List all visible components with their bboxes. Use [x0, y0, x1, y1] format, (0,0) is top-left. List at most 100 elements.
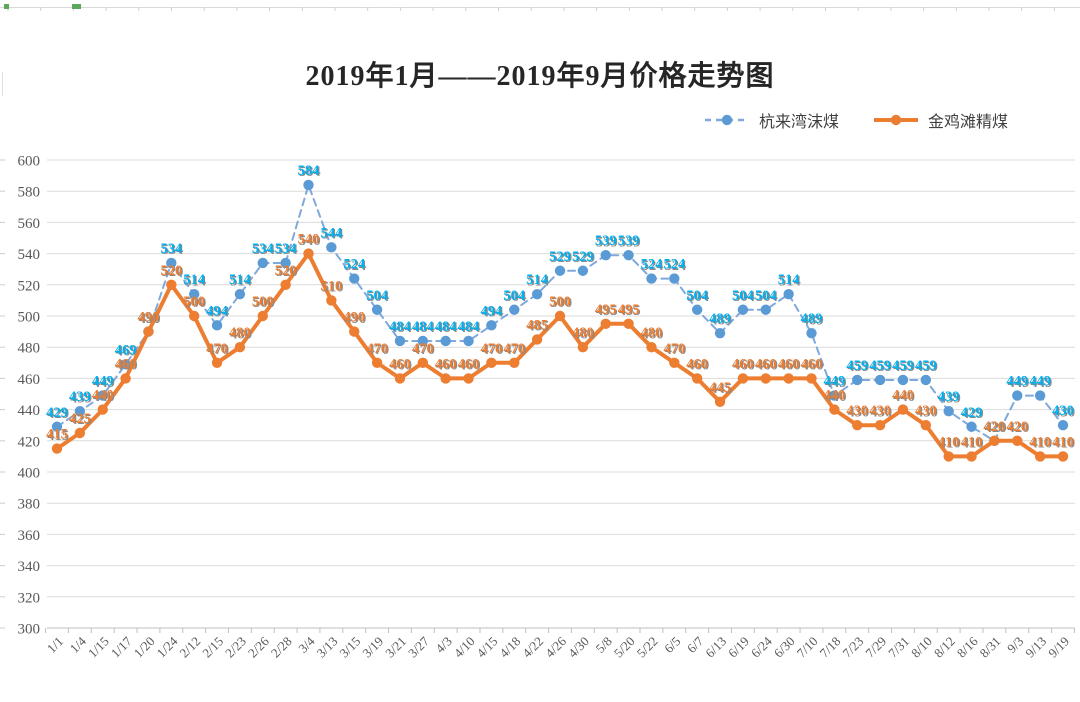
legend-item-hanglaiwan[interactable]: 杭来湾沫煤: [704, 108, 839, 132]
svg-text:470: 470: [663, 341, 685, 357]
svg-text:429: 429: [46, 405, 68, 421]
svg-text:470: 470: [412, 341, 434, 357]
svg-text:410: 410: [939, 436, 961, 452]
svg-text:529: 529: [572, 249, 594, 265]
svg-text:420: 420: [1006, 419, 1028, 435]
svg-text:1/24: 1/24: [153, 633, 180, 660]
svg-text:514: 514: [185, 273, 207, 289]
svg-text:540: 540: [298, 232, 320, 248]
svg-text:8/10: 8/10: [908, 634, 935, 661]
svg-text:420: 420: [18, 434, 41, 450]
svg-text:440: 440: [823, 388, 845, 404]
svg-text:490: 490: [345, 311, 367, 327]
svg-text:430: 430: [869, 403, 891, 419]
svg-text:430: 430: [870, 404, 892, 420]
svg-text:400: 400: [18, 466, 41, 482]
svg-text:500: 500: [253, 295, 275, 311]
svg-text:520: 520: [160, 263, 182, 279]
svg-text:460: 460: [688, 358, 710, 374]
svg-text:415: 415: [46, 427, 68, 443]
series-jinjitan[interactable]: 4154154254254404404604604904905205205005…: [46, 232, 1075, 462]
svg-text:584: 584: [298, 163, 320, 179]
svg-text:514: 514: [230, 273, 252, 289]
svg-text:460: 460: [389, 356, 411, 372]
svg-text:470: 470: [413, 342, 435, 358]
legend-label-hanglaiwan: 杭来湾沫煤: [758, 114, 839, 131]
svg-text:340: 340: [18, 559, 41, 575]
svg-text:5/8: 5/8: [592, 634, 614, 656]
svg-text:439: 439: [939, 390, 961, 406]
svg-text:9/3: 9/3: [1004, 634, 1026, 656]
svg-text:540: 540: [18, 247, 41, 263]
svg-text:2/15: 2/15: [199, 634, 226, 661]
svg-text:440: 440: [893, 389, 915, 405]
svg-text:520: 520: [18, 278, 41, 294]
svg-text:6/7: 6/7: [684, 633, 707, 656]
svg-text:539: 539: [619, 234, 641, 250]
svg-text:9/13: 9/13: [1022, 634, 1049, 661]
svg-text:504: 504: [756, 289, 778, 305]
svg-text:460: 460: [390, 358, 412, 374]
svg-text:459: 459: [915, 358, 937, 374]
svg-text:360: 360: [18, 528, 41, 544]
svg-text:504: 504: [733, 289, 755, 305]
solid-line-marker-icon: [873, 113, 919, 127]
svg-text:420: 420: [984, 419, 1006, 435]
svg-text:440: 440: [825, 389, 847, 405]
svg-text:540: 540: [299, 233, 321, 249]
series-hanglaiwan[interactable]: 4294294394394494494694694904905345345145…: [46, 163, 1075, 446]
svg-text:534: 534: [252, 241, 274, 257]
svg-text:459: 459: [893, 359, 915, 375]
svg-text:430: 430: [846, 403, 868, 419]
svg-text:460: 460: [436, 358, 458, 374]
svg-text:495: 495: [618, 302, 640, 318]
svg-text:490: 490: [138, 310, 160, 326]
svg-text:430: 430: [1053, 404, 1075, 420]
svg-text:430: 430: [848, 404, 870, 420]
svg-text:510: 510: [322, 280, 344, 296]
svg-text:4/3: 4/3: [432, 634, 454, 656]
svg-text:460: 460: [732, 356, 754, 372]
svg-text:489: 489: [710, 312, 732, 328]
svg-text:449: 449: [92, 374, 114, 390]
svg-text:439: 439: [70, 390, 92, 406]
svg-text:1/20: 1/20: [131, 634, 158, 661]
svg-text:460: 460: [115, 356, 137, 372]
svg-text:410: 410: [1029, 434, 1051, 450]
svg-text:480: 480: [230, 326, 252, 342]
svg-text:425: 425: [70, 412, 92, 428]
svg-text:494: 494: [481, 303, 503, 319]
svg-text:484: 484: [390, 320, 412, 336]
svg-text:504: 504: [688, 289, 710, 305]
svg-text:425: 425: [69, 411, 91, 427]
svg-text:539: 539: [596, 234, 618, 250]
svg-text:460: 460: [686, 356, 708, 372]
svg-text:484: 484: [413, 320, 435, 336]
svg-text:484: 484: [458, 319, 480, 335]
svg-text:460: 460: [459, 358, 481, 374]
svg-text:460: 460: [733, 358, 755, 374]
svg-text:459: 459: [869, 358, 891, 374]
svg-text:484: 484: [459, 320, 481, 336]
svg-text:470: 470: [207, 342, 229, 358]
svg-text:3/27: 3/27: [405, 633, 432, 660]
svg-text:470: 470: [503, 341, 525, 357]
svg-text:514: 514: [183, 272, 205, 288]
dashed-line-marker-icon: [704, 113, 750, 127]
legend-item-jinjitan[interactable]: 金鸡滩精煤: [873, 108, 1008, 132]
svg-text:6/30: 6/30: [771, 634, 798, 661]
svg-text:6/19: 6/19: [725, 634, 752, 661]
svg-text:534: 534: [160, 241, 182, 257]
chart-title[interactable]: 2019年1月——2019年9月价格走势图: [305, 61, 775, 92]
svg-text:504: 504: [686, 288, 708, 304]
svg-text:5/22: 5/22: [634, 634, 661, 661]
svg-text:524: 524: [642, 258, 664, 274]
svg-text:7/10: 7/10: [794, 634, 821, 661]
svg-text:440: 440: [18, 403, 41, 419]
svg-text:470: 470: [482, 342, 504, 358]
svg-text:514: 514: [527, 273, 549, 289]
svg-text:520: 520: [162, 264, 184, 280]
x-axis-ticks: [45, 628, 1075, 633]
svg-text:4/18: 4/18: [496, 634, 523, 661]
